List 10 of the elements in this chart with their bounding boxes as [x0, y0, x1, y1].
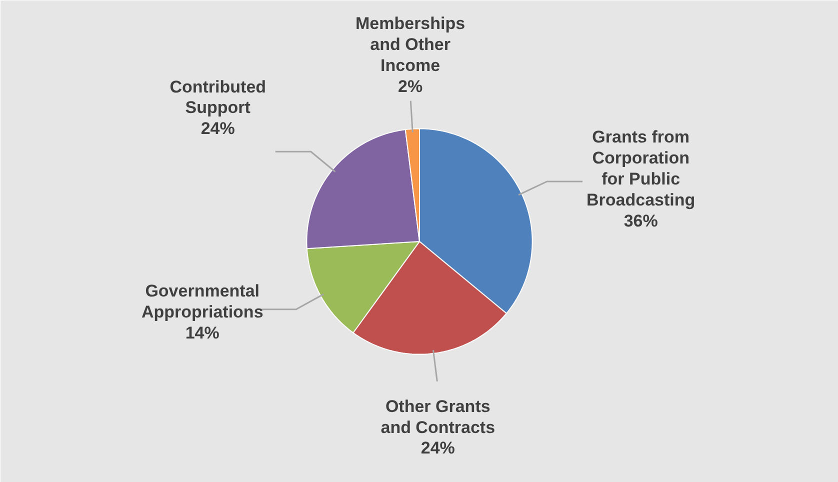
slice-label: Governmental Appropriations: [141, 282, 264, 322]
slice-label: Grants from Corporation for Public Broadcasting: [586, 128, 696, 210]
slice-label: Memberships and Other Income: [356, 14, 466, 75]
data-label: 2%: [398, 76, 423, 96]
slice-label: Other Grants and Contracts: [380, 396, 496, 437]
data-label: 24%: [420, 438, 455, 458]
data-label: 14%: [185, 324, 220, 343]
slice-label: Contributed Support: [170, 77, 266, 118]
data-label: 24%: [200, 119, 235, 138]
data-label: 36%: [624, 211, 658, 230]
